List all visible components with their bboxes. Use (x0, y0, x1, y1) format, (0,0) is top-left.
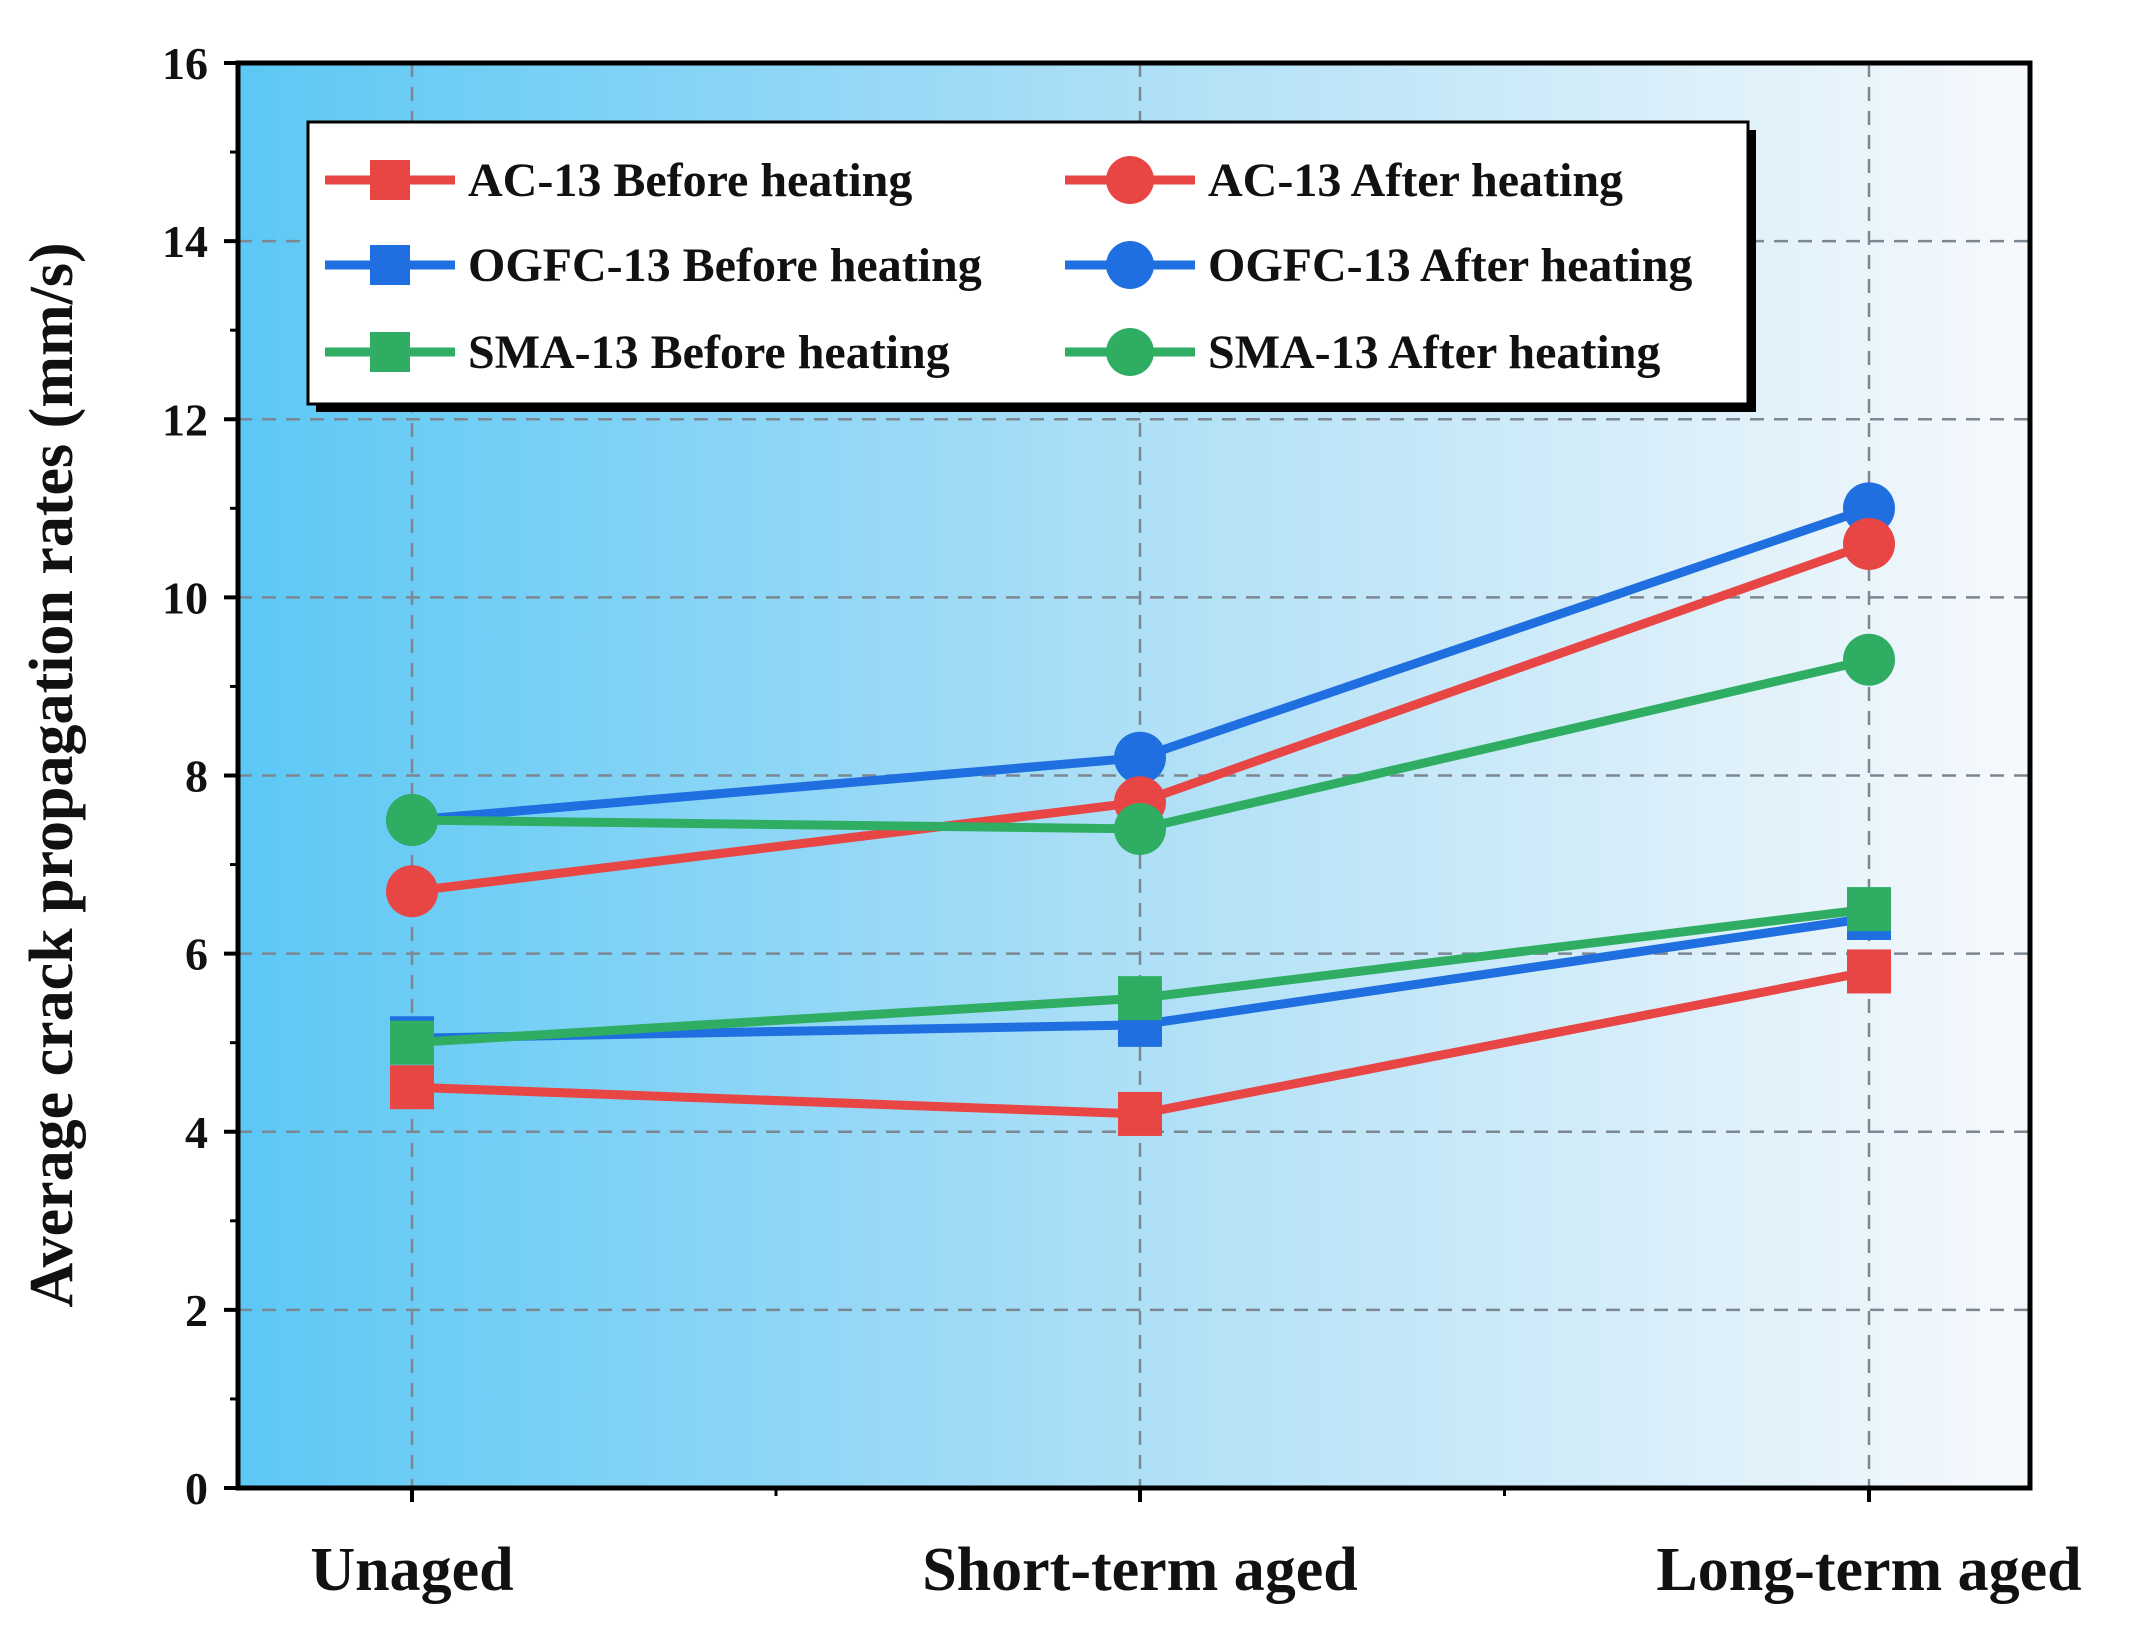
legend-marker (370, 245, 410, 285)
legend-label: OGFC-13 After heating (1208, 239, 1692, 292)
x-category-label: Unaged (310, 1536, 513, 1604)
data-point (1843, 517, 1895, 570)
data-point (1118, 976, 1162, 1021)
y-tick-label: 6 (185, 929, 208, 980)
data-point (1843, 482, 1895, 535)
legend-marker (1106, 328, 1154, 376)
data-point (1847, 887, 1891, 932)
legend-item: SMA-13 After heating (1065, 326, 1660, 379)
series-layer (386, 482, 1895, 1136)
legend-marker (1106, 156, 1154, 204)
y-tick-label: 2 (185, 1285, 208, 1336)
data-point (1118, 1091, 1162, 1136)
y-tick-label: 4 (185, 1107, 208, 1158)
data-point (390, 1020, 434, 1065)
legend: AC-13 Before heating AC-13 After heating O… (306, 120, 1756, 412)
legend-item: OGFC-13 After heating (1065, 239, 1692, 292)
y-tick-label: 12 (162, 394, 208, 445)
data-point (386, 794, 438, 847)
legend-label: AC-13 Before heating (468, 154, 912, 207)
x-category-label: Short-term aged (922, 1536, 1358, 1604)
data-point (1843, 633, 1895, 686)
y-tick-label: 14 (162, 216, 208, 267)
x-category-label: Long-term aged (1656, 1536, 2081, 1604)
data-point (1114, 802, 1166, 855)
y-axis-title: Average crack propagation rates (mm/s) (18, 242, 86, 1307)
series-ac-13-before-heating (390, 949, 1891, 1136)
legend-item: AC-13 After heating (1065, 154, 1623, 207)
series-sma-13-after-heating (386, 633, 1895, 855)
legend-marker (1106, 241, 1154, 289)
series-sma-13-before-heating (390, 887, 1891, 1065)
legend-label: SMA-13 After heating (1208, 326, 1660, 379)
legend-label: OGFC-13 Before heating (468, 239, 982, 292)
y-tick-label: 10 (162, 572, 208, 623)
legend-label: SMA-13 Before heating (468, 326, 950, 379)
legend-item: AC-13 Before heating (325, 154, 912, 207)
legend-marker (370, 332, 410, 372)
legend-marker (370, 160, 410, 200)
data-point (1114, 731, 1166, 784)
legend-label: AC-13 After heating (1208, 154, 1623, 207)
legend-box (306, 120, 1750, 406)
y-tick-label: 16 (162, 38, 208, 89)
data-point (1847, 949, 1891, 994)
y-tick-label: 0 (185, 1463, 208, 1514)
legend-item: SMA-13 Before heating (325, 326, 950, 379)
y-tick-label: 8 (185, 751, 208, 802)
data-point (386, 865, 438, 918)
axes: 0 2 4 6 8 10 12 14 16 Unaged Short-term aged Long-t… (162, 38, 2082, 1604)
legend-item: OGFC-13 Before heating (325, 239, 982, 292)
data-point (390, 1065, 434, 1110)
